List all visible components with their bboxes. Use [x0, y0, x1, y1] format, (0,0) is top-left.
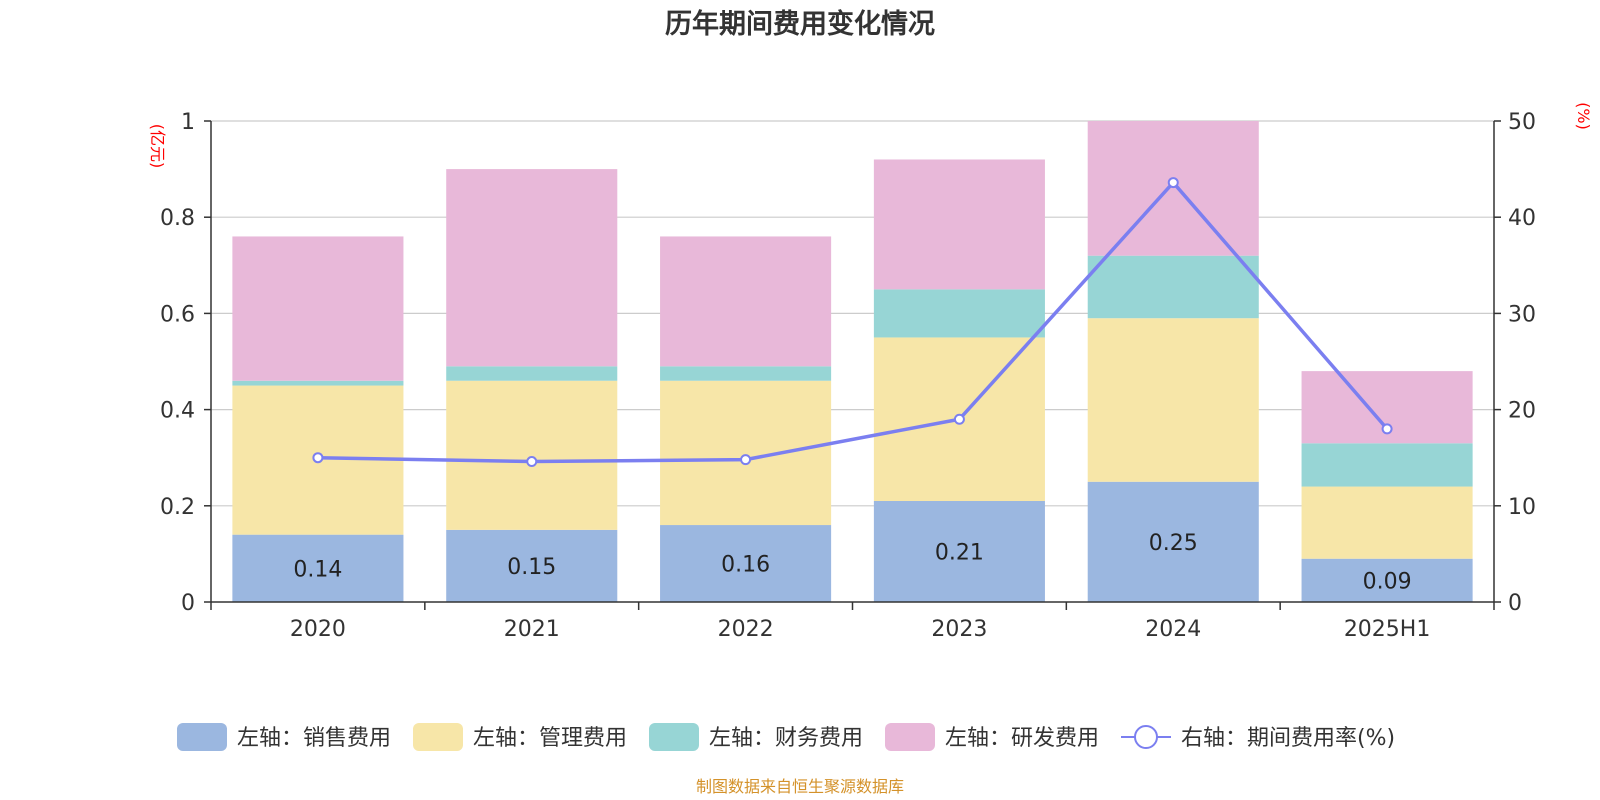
bar-segment [660, 236, 832, 367]
bar-segment [660, 525, 832, 602]
right-axis-label: 50 [1508, 110, 1536, 135]
x-axis-label: 2024 [1145, 617, 1201, 642]
legend-swatch [177, 723, 227, 751]
right-axis-label: 40 [1508, 206, 1536, 231]
left-axis-unit: (亿元) [148, 124, 167, 169]
bar-segment [873, 289, 1045, 338]
rate-point [312, 452, 324, 464]
legend-circle-swatch [1134, 725, 1158, 749]
bar-segment [1301, 558, 1473, 602]
bar-segment [232, 380, 404, 386]
bar-value-label: 0.09 [1363, 569, 1412, 594]
left-axis-label: 0.4 [160, 399, 195, 424]
bar-segment [1087, 481, 1259, 602]
bar-value-label: 0.21 [935, 540, 984, 565]
legend-label: 左轴：财务费用 [709, 726, 863, 751]
legend-swatch [649, 723, 699, 751]
bar-value-label: 0.15 [507, 555, 556, 580]
right-axis-label: 10 [1508, 495, 1536, 520]
bar-segment [232, 236, 404, 381]
bar-segment [1087, 255, 1259, 319]
rate-line-path [317, 180, 1389, 464]
rate-point [1381, 423, 1393, 435]
data-labels: 0.14 0.15 0.16 0.21 0.25 0.09 [293, 531, 1411, 594]
legend-label: 左轴：销售费用 [237, 726, 391, 751]
legend-swatch [885, 723, 935, 751]
x-axis-label: 2022 [718, 617, 774, 642]
left-axis-label: 0.6 [160, 302, 195, 327]
bar-segment [660, 366, 832, 381]
grid-lines [211, 120, 1494, 507]
bar-value-label: 0.16 [721, 553, 770, 578]
x-axis-label: 2021 [504, 617, 560, 642]
rate-point [526, 456, 538, 468]
bars [232, 121, 1473, 602]
bar-segment [446, 529, 618, 602]
right-axis-unit: (%) [1574, 102, 1593, 130]
bar-segment [873, 500, 1045, 602]
legend: 左轴：销售费用 左轴：管理费用 左轴：财务费用 左轴：研发费用 右轴：期间费用率(%) [177, 723, 1395, 751]
bar-segment [446, 366, 618, 381]
bar-segment [1301, 443, 1473, 487]
bar-segment [446, 169, 618, 367]
chart-title: 历年期间费用变化情况 [665, 8, 935, 40]
source-note: 制图数据来自恒生聚源数据库 [696, 777, 904, 796]
legend-label: 左轴：管理费用 [473, 726, 627, 751]
legend-label: 右轴：期间费用率(%) [1181, 726, 1395, 751]
bar-segment [873, 159, 1045, 290]
rate-point [740, 454, 752, 466]
right-axis-label: 0 [1508, 591, 1522, 616]
rate-line [312, 177, 1393, 468]
bar-value-label: 0.25 [1149, 531, 1198, 556]
x-axis-label: 2023 [931, 617, 987, 642]
left-axis-label: 0.8 [160, 206, 195, 231]
bar-segment [1301, 486, 1473, 559]
left-axis-label: 0 [181, 591, 195, 616]
rate-point [953, 413, 965, 425]
bar-segment [1087, 121, 1259, 256]
right-axis-label: 20 [1508, 399, 1536, 424]
right-axis-label: 30 [1508, 302, 1536, 327]
x-axis-label: 2025H1 [1344, 617, 1431, 642]
bar-segment [1087, 318, 1259, 482]
x-axis-label: 2020 [290, 617, 346, 642]
left-axis-label: 0.2 [160, 495, 195, 520]
bar-segment [446, 380, 618, 530]
bar-segment [660, 380, 832, 526]
bar-segment [232, 534, 404, 602]
rate-point [1167, 177, 1179, 189]
legend-swatch [413, 723, 463, 751]
legend-label: 左轴：研发费用 [945, 726, 1099, 751]
left-axis-label: 1 [181, 110, 195, 135]
bar-value-label: 0.14 [293, 557, 342, 582]
